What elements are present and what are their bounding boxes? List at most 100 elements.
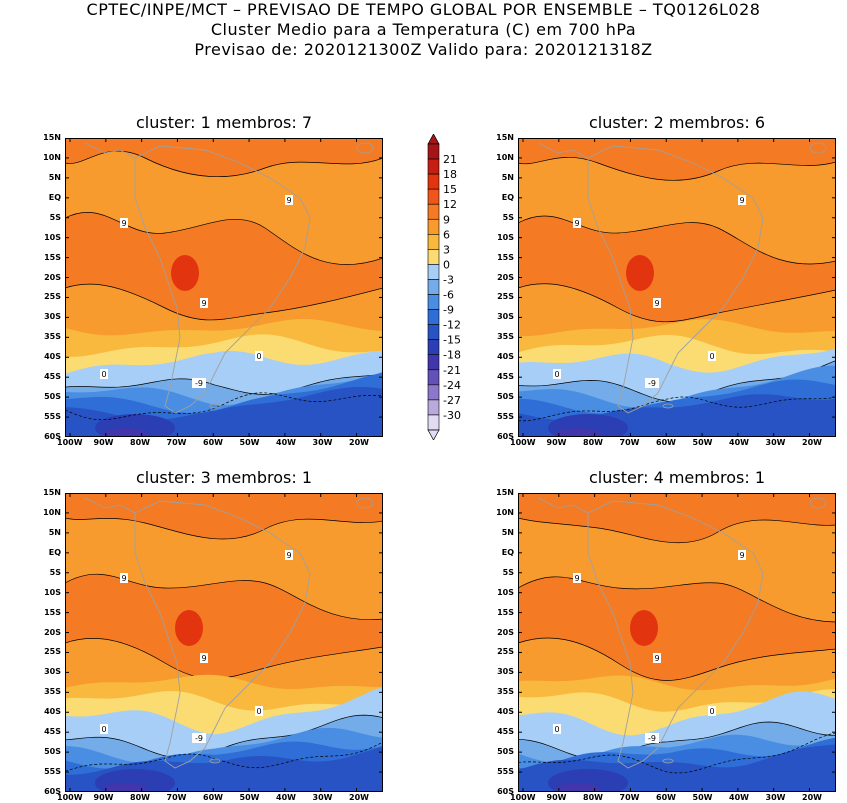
latitude-tick-label: 20S — [44, 272, 61, 282]
latitude-tick-label: 55S — [44, 412, 61, 422]
longitude-tick-label: 30W — [765, 438, 786, 447]
longitude-tick-label: 70W — [166, 793, 187, 802]
latitude-tick-label: 55S — [497, 412, 514, 422]
contour-label: 9 — [120, 573, 128, 583]
latitude-tick-label: 10N — [43, 152, 61, 162]
header: CPTEC/INPE/MCT – PREVISAO DE TEMPO GLOBA… — [0, 0, 847, 60]
cold-core-inner — [556, 783, 600, 792]
header-subtitle: Cluster Medio para a Temperatura (C) em … — [210, 20, 637, 39]
colorbar: 21 18 15 12 9 6 3 0 -3 -6 -9 -12 -15 -18 -21 -24 -27 -30 — [425, 133, 485, 441]
hot-core — [626, 255, 654, 291]
africa-outline — [809, 142, 827, 154]
latitude-tick-label: 10S — [44, 232, 61, 242]
latitude-tick-label: 5N — [48, 527, 61, 537]
contour-label: -9 — [645, 733, 659, 743]
longitude-tick-label: 60W — [203, 793, 223, 802]
latitude-tick-label: 5S — [49, 567, 61, 577]
svg-text:9: 9 — [121, 219, 126, 228]
longitude-tick-label: 80W — [583, 438, 603, 447]
latitude-tick-label: 55S — [44, 767, 61, 777]
south-america-outline — [134, 500, 311, 769]
latitude-tick-label: 60S — [44, 432, 61, 441]
colorbar-segment — [427, 399, 440, 416]
longitude-tick-label: 50W — [239, 438, 260, 447]
africa-outline — [809, 497, 827, 509]
colorbar-label: 18 — [443, 168, 457, 181]
latitude-tick-label: 50S — [44, 392, 61, 402]
contour-label: 9 — [653, 653, 661, 663]
panel-1-title: cluster: 1 membros: 7 — [135, 113, 313, 132]
svg-text:0: 0 — [256, 707, 261, 716]
cold-core-inner — [103, 783, 147, 792]
svg-text:0: 0 — [709, 352, 714, 361]
colorbar-segment — [427, 218, 440, 235]
contour-label: 0 — [100, 724, 108, 734]
hot-core — [630, 610, 658, 646]
contour-label: 0 — [708, 706, 716, 716]
contour-label: 0 — [255, 706, 263, 716]
svg-text:0: 0 — [101, 370, 106, 379]
colorbar-label: -18 — [443, 349, 461, 362]
colorbar-bottom-arrow — [427, 429, 440, 441]
longitude-tick-label: 30W — [312, 793, 333, 802]
colorbar-label: 21 — [443, 153, 457, 166]
south-america-outline — [134, 145, 311, 414]
hot-core — [171, 255, 199, 291]
warm-region-9-north — [518, 493, 836, 544]
contour-label: 9 — [120, 218, 128, 228]
colorbar-segment — [427, 324, 440, 340]
colorbar-segment — [427, 143, 440, 160]
latitude-tick-label: 50S — [497, 392, 514, 402]
contour-label: 9 — [738, 195, 746, 205]
warm-region-9 — [518, 576, 836, 681]
latitude-tick-label: 15S — [497, 252, 514, 262]
contour-minus-9 — [65, 741, 383, 772]
longitude-tick-label: 50W — [239, 793, 260, 802]
colorbar-segment — [427, 279, 440, 295]
latitude-tick-label: 15N — [496, 488, 514, 497]
contour-label: 0 — [708, 351, 716, 361]
longitude-tick-label: 60W — [656, 438, 676, 447]
latitude-tick-label: 15S — [44, 252, 61, 262]
map-frame — [518, 493, 836, 792]
map-frame — [518, 138, 836, 437]
latitude-tick-label: 25S — [497, 647, 514, 657]
panel-4-title: cluster: 4 membros: 1 — [588, 468, 766, 487]
latitude-tick-label: 40S — [497, 707, 514, 717]
latitude-tick-label: 45S — [497, 372, 514, 382]
latitude-tick-label: 25S — [44, 292, 61, 302]
latitude-tick-label: EQ — [501, 547, 514, 557]
contour-label: 0 — [553, 724, 561, 734]
longitude-tick-label: 100W — [510, 793, 536, 802]
latitude-tick-label: 5N — [48, 172, 61, 182]
contour-label: 0 — [553, 369, 561, 379]
latitude-tick-label: 30S — [44, 312, 61, 322]
longitude-tick-label: 90W — [546, 438, 567, 447]
latitude-tick-label: 5N — [501, 527, 514, 537]
svg-text:9: 9 — [739, 551, 744, 560]
central-america-outline — [537, 497, 589, 514]
latitude-tick-label: 35S — [44, 332, 61, 342]
latitude-tick-label: 50S — [497, 747, 514, 757]
contour-label: 0 — [255, 351, 263, 361]
africa-outline — [356, 142, 374, 154]
central-america-outline — [84, 142, 136, 159]
svg-text:-9: -9 — [195, 734, 203, 743]
longitude-tick-label: 70W — [619, 438, 640, 447]
svg-text:9: 9 — [574, 219, 579, 228]
panel-2-title: cluster: 2 membros: 6 — [588, 113, 766, 132]
longitude-tick-label: 100W — [57, 438, 83, 447]
contour-label: 9 — [573, 218, 581, 228]
colorbar-label: -6 — [443, 289, 454, 302]
hot-core — [175, 610, 203, 646]
longitude-tick-label: 70W — [166, 438, 187, 447]
map-panel-1: 9 9 9 0 0 -9 — [65, 138, 383, 437]
longitude-tick-label: 70W — [619, 793, 640, 802]
latitude-tick-label: 35S — [497, 687, 514, 697]
latitude-tick-label: 15S — [44, 607, 61, 617]
contour-minus-9 — [518, 396, 836, 422]
central-america-outline — [537, 142, 589, 159]
longitude-tick-label: 90W — [93, 793, 114, 802]
latitude-tick-label: EQ — [48, 547, 61, 557]
longitude-tick-label: 20W — [349, 793, 369, 802]
